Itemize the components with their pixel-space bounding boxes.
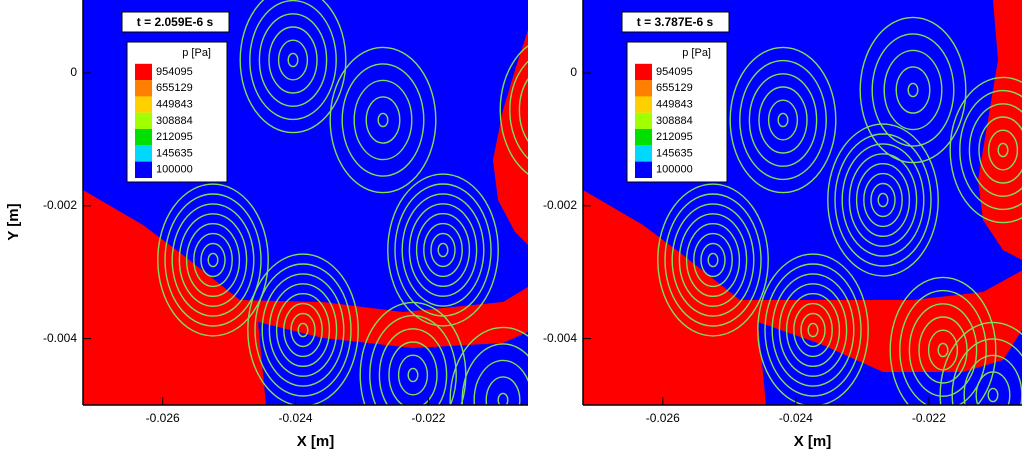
colorbar-swatch <box>135 80 152 96</box>
colorbar-title: p [Pa] <box>682 47 711 59</box>
colorbar-swatch <box>135 113 152 129</box>
y-tick-label: -0.004 <box>543 331 577 345</box>
x-tick-label: -0.022 <box>912 411 946 425</box>
contour-line <box>539 90 568 130</box>
colorbar-label: 954095 <box>656 66 693 78</box>
colorbar-label: 954095 <box>156 66 193 78</box>
colorbar-swatch <box>635 145 652 161</box>
colorbar-swatch <box>635 162 652 178</box>
annotation: t = 3.787E-6 s <box>637 15 714 29</box>
colorbar-swatch <box>635 96 652 112</box>
colorbar-label: 655129 <box>156 82 193 94</box>
colorbar-label: 145635 <box>156 147 193 159</box>
y-tick-label: -0.002 <box>43 198 77 212</box>
x-tick-label: -0.022 <box>411 411 445 425</box>
x-axis-label: X [m] <box>794 433 832 450</box>
colorbar-label: 145635 <box>656 147 693 159</box>
colorbar-swatch <box>135 64 152 80</box>
colorbar-label: 100000 <box>156 164 193 176</box>
colorbar-swatch <box>635 129 652 145</box>
x-tick-label: -0.024 <box>779 411 813 425</box>
colorbar-label: 449843 <box>656 99 693 111</box>
colorbar-label: 655129 <box>656 82 693 94</box>
colorbar-swatch <box>135 129 152 145</box>
figure: -0.026 -0.024 -0.022 0 -0.002 -0.004 X [m] Y [m… <box>0 0 1022 460</box>
x-tick-label: -0.026 <box>146 411 180 425</box>
colorbar: p [Pa] 954095 655129 449843 308884 212095 1456… <box>627 42 727 182</box>
y-tick-label: 0 <box>70 65 77 79</box>
y-tick-label: -0.004 <box>43 331 77 345</box>
colorbar-label: 100000 <box>656 164 693 176</box>
colorbar-swatch <box>135 96 152 112</box>
colorbar-title: p [Pa] <box>182 47 211 59</box>
colorbar-label: 212095 <box>156 131 193 143</box>
x-axis-label: X [m] <box>297 433 335 450</box>
colorbar-swatch <box>135 162 152 178</box>
y-tick-label: -0.002 <box>543 198 577 212</box>
page: {"chart_data": [ {"type": "contour", "an… <box>0 0 1022 460</box>
x-tick-label: -0.024 <box>279 411 313 425</box>
colorbar-swatch <box>635 80 652 96</box>
colorbar-label: 308884 <box>656 115 693 127</box>
y-axis-label: Y [m] <box>5 203 22 240</box>
annotation: t = 2.059E-6 s <box>137 15 214 29</box>
colorbar: p [Pa] 954095 655129 449843 308884 212095 1456… <box>127 42 227 182</box>
colorbar-label: 212095 <box>656 131 693 143</box>
contour-line <box>548 103 558 116</box>
colorbar-swatch <box>635 64 652 80</box>
colorbar-swatch <box>635 113 652 129</box>
y-tick-label: 0 <box>570 65 577 79</box>
colorbar-label: 449843 <box>156 99 193 111</box>
colorbar-swatch <box>135 145 152 161</box>
x-tick-label: -0.026 <box>646 411 680 425</box>
contour-line <box>529 77 577 143</box>
colorbar-label: 308884 <box>156 115 193 127</box>
